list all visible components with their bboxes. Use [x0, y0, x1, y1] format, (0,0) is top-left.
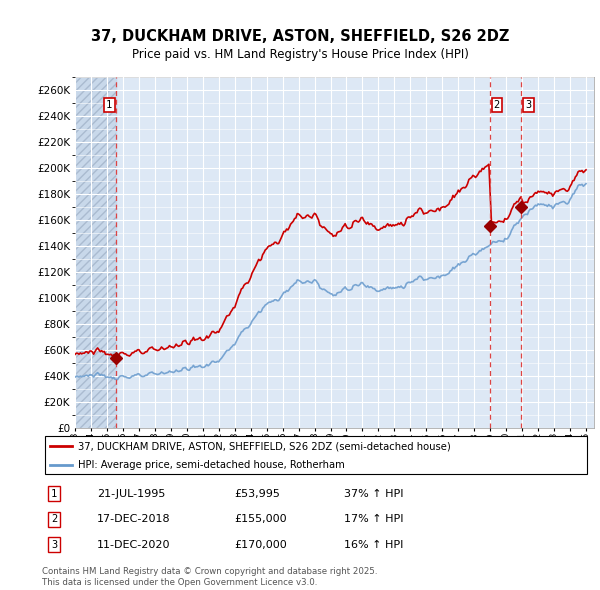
- Bar: [75, 77, 116, 428]
- Text: 2: 2: [51, 514, 57, 525]
- Text: Price paid vs. HM Land Registry's House Price Index (HPI): Price paid vs. HM Land Registry's House …: [131, 48, 469, 61]
- Text: 11-DEC-2020: 11-DEC-2020: [97, 540, 170, 550]
- FancyBboxPatch shape: [45, 435, 587, 474]
- Text: 17-DEC-2018: 17-DEC-2018: [97, 514, 170, 525]
- Text: 2: 2: [494, 100, 500, 110]
- Text: 1: 1: [106, 100, 112, 110]
- Text: £155,000: £155,000: [234, 514, 287, 525]
- Text: 37, DUCKHAM DRIVE, ASTON, SHEFFIELD, S26 2DZ (semi-detached house): 37, DUCKHAM DRIVE, ASTON, SHEFFIELD, S26…: [77, 441, 451, 451]
- Text: 17% ↑ HPI: 17% ↑ HPI: [344, 514, 403, 525]
- Text: Contains HM Land Registry data © Crown copyright and database right 2025.
This d: Contains HM Land Registry data © Crown c…: [42, 568, 377, 586]
- Text: 3: 3: [51, 540, 57, 550]
- Text: 37% ↑ HPI: 37% ↑ HPI: [344, 489, 403, 499]
- Text: 37, DUCKHAM DRIVE, ASTON, SHEFFIELD, S26 2DZ: 37, DUCKHAM DRIVE, ASTON, SHEFFIELD, S26…: [91, 29, 509, 44]
- Text: 21-JUL-1995: 21-JUL-1995: [97, 489, 165, 499]
- Text: £170,000: £170,000: [234, 540, 287, 550]
- Text: 3: 3: [525, 100, 532, 110]
- Bar: [75, 77, 116, 428]
- Text: 1: 1: [51, 489, 57, 499]
- Text: 16% ↑ HPI: 16% ↑ HPI: [344, 540, 403, 550]
- Text: £53,995: £53,995: [234, 489, 280, 499]
- Text: HPI: Average price, semi-detached house, Rotherham: HPI: Average price, semi-detached house,…: [77, 460, 344, 470]
